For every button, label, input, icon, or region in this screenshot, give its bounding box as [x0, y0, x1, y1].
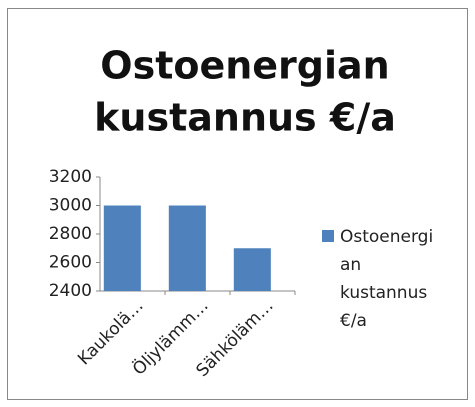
chart-title: kustannus €/a: [94, 96, 396, 140]
legend-swatch: [322, 230, 334, 242]
legend-label: Ostoenergi an kustannus €/a: [340, 227, 433, 331]
bar: [233, 248, 271, 291]
y-tick-label: 2400: [49, 281, 92, 301]
y-tick-label: 3000: [49, 196, 92, 216]
chart-border: [7, 8, 468, 400]
bar: [103, 205, 141, 291]
y-tick-label: 2800: [49, 224, 92, 244]
chart-title: Ostoenergian: [100, 44, 389, 88]
y-tick-label: 2600: [49, 253, 92, 273]
y-tick-label: 3200: [49, 167, 92, 187]
bar: [168, 205, 206, 291]
